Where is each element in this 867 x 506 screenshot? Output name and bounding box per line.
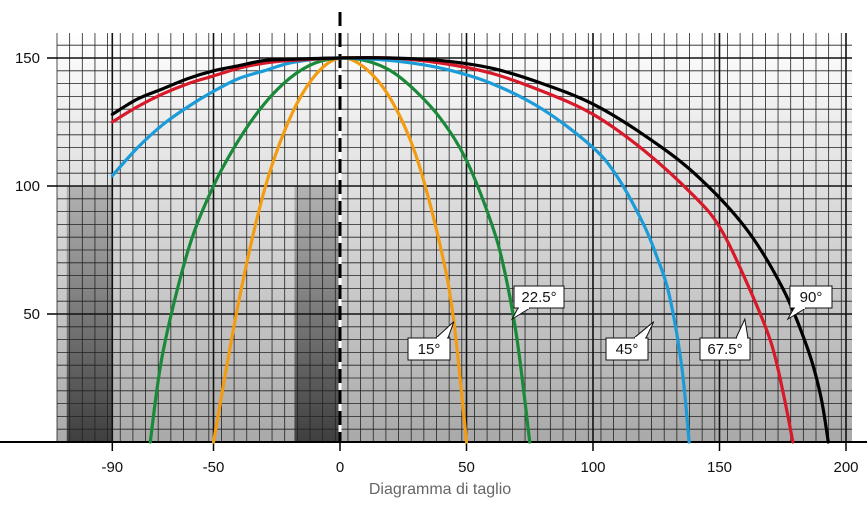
callout-box bbox=[513, 285, 565, 309]
callout-45: 45° bbox=[605, 321, 655, 361]
callout-label: 15° bbox=[418, 341, 441, 358]
callout-90: 90° bbox=[786, 285, 833, 321]
callout-label: 45° bbox=[616, 341, 639, 358]
callout-pointer bbox=[633, 321, 655, 339]
callout-pointer bbox=[735, 317, 749, 339]
callout-pointer bbox=[786, 307, 807, 321]
x-tick-label: 50 bbox=[458, 459, 475, 476]
callout-label: 90° bbox=[800, 289, 823, 306]
callout-box bbox=[407, 337, 451, 361]
series-line-67.5 bbox=[110, 55, 795, 444]
x-tick-label: 100 bbox=[580, 459, 605, 476]
callout-label: 22.5° bbox=[521, 289, 556, 306]
callout-15: 15° bbox=[407, 321, 455, 361]
callout-box bbox=[605, 337, 649, 361]
x-tick-label: -90 bbox=[101, 459, 123, 476]
series-lines bbox=[110, 55, 830, 444]
callout-67.5: 67.5° bbox=[699, 317, 751, 361]
x-tick-label: 150 bbox=[707, 459, 732, 476]
y-tick-label: 50 bbox=[23, 306, 40, 323]
callouts: 15° 22.5° 45° 67.5° 90° bbox=[407, 285, 833, 361]
callout-pointer bbox=[435, 321, 455, 339]
series-line-90 bbox=[110, 56, 830, 444]
x-axis-label: Diagramma di taglio bbox=[369, 481, 511, 498]
x-tick-label: 200 bbox=[833, 459, 858, 476]
tick-labels: -90 -50 0 50 100 150 200 50 100 150 bbox=[15, 50, 859, 476]
x-tick-label: 0 bbox=[336, 459, 344, 476]
callout-box bbox=[699, 337, 751, 361]
y-tick-label: 100 bbox=[15, 178, 40, 195]
callout-box bbox=[789, 285, 833, 309]
y-tick-label: 150 bbox=[15, 50, 40, 67]
x-tick-label: -50 bbox=[203, 459, 225, 476]
series-line-45 bbox=[110, 56, 691, 444]
callout-22.5: 22.5° bbox=[510, 285, 565, 321]
callout-pointer bbox=[510, 307, 531, 321]
callout-label: 67.5° bbox=[707, 341, 742, 358]
